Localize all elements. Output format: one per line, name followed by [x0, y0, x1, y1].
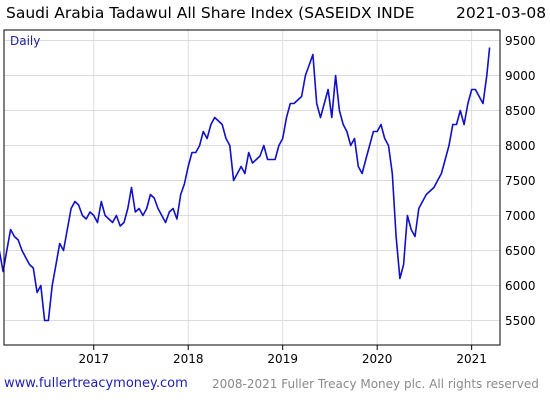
y-tick-label: 6500 — [505, 244, 536, 258]
x-tick-label: 2020 — [362, 352, 393, 366]
plot-background — [4, 30, 500, 345]
x-axis: 2017 2018 2019 2020 2021 — [78, 345, 487, 366]
y-tick-label: 9500 — [505, 34, 536, 48]
y-axis: 5500 6000 6500 7000 7500 8000 8500 9000 9500 — [505, 34, 536, 328]
series-line — [0, 47, 491, 322]
x-tick-label: 2017 — [78, 352, 109, 366]
website-link[interactable]: www.fullertreacymoney.com — [4, 376, 188, 391]
plot-frame — [3, 29, 501, 346]
y-tick-label: 8500 — [505, 104, 536, 118]
y-tick-label: 7500 — [505, 174, 536, 188]
x-tick-label: 2019 — [267, 352, 298, 366]
y-tick-label: 7000 — [505, 209, 536, 223]
legend-daily: Daily — [10, 34, 40, 48]
chart-date: 2021-03-08 — [456, 4, 547, 22]
y-tick-label: 9000 — [505, 69, 536, 83]
y-tick-label: 5500 — [505, 314, 536, 328]
grid-lines — [4, 30, 500, 345]
y-tick-label: 6000 — [505, 279, 536, 293]
x-tick-label: 2021 — [456, 352, 487, 366]
y-tick-label: 8000 — [505, 139, 536, 153]
copyright-notice: 2008-2021 Fuller Treacy Money plc. All r… — [212, 377, 539, 391]
chart-title: Saudi Arabia Tadawul All Share Index (SA… — [6, 4, 415, 22]
x-tick-label: 2018 — [173, 352, 204, 366]
